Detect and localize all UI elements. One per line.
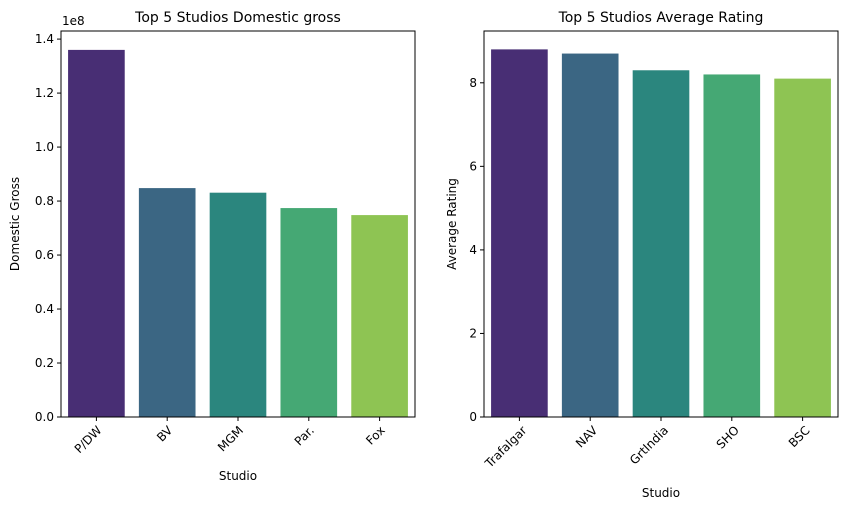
y-axis-offset-label: 1e8 (62, 14, 85, 28)
y-tick-label: 1.0 (35, 140, 54, 154)
chart-title-domestic-gross: Top 5 Studios Domestic gross (134, 10, 341, 26)
y-tick-label: 1.4 (35, 32, 54, 46)
y-ticks-domestic-gross: 0.0 0.2 0.4 0.6 0.8 1.0 1.2 1.4 (35, 32, 61, 424)
bar-mgm (209, 192, 267, 417)
x-ticks-domestic-gross: P/DW BV MGM Par. Fox (72, 417, 388, 456)
x-axis-label-domestic-gross: Studio (219, 469, 257, 483)
bar-par (280, 208, 338, 417)
y-tick-label: 4 (469, 243, 477, 257)
y-tick-label: 8 (469, 76, 477, 90)
bar-grtindia (632, 70, 690, 417)
y-tick-label: 1.2 (35, 86, 54, 100)
x-tick-label: NAV (573, 423, 601, 451)
y-tick-label: 0.4 (35, 302, 54, 316)
y-tick-label: 2 (469, 326, 477, 340)
y-tick-label: 0.0 (35, 410, 54, 424)
y-tick-label: 0.6 (35, 248, 54, 262)
x-tick-label: Trafalgar (482, 423, 530, 471)
y-ticks-average-rating: 0 2 4 6 8 (469, 76, 484, 424)
bars-domestic-gross (68, 49, 408, 417)
plot-frame-average-rating (483, 30, 839, 418)
bar-bsc (774, 78, 831, 417)
y-axis-label-average-rating: Average Rating (445, 178, 459, 270)
x-tick-label: P/DW (72, 423, 105, 456)
chart-title-average-rating: Top 5 Studios Average Rating (558, 10, 764, 26)
x-tick-label: BV (154, 423, 176, 445)
plot-frame-domestic-gross (60, 30, 416, 418)
x-tick-label: BSC (786, 423, 813, 450)
x-tick-label: Fox (363, 423, 387, 447)
y-tick-label: 0.8 (35, 194, 54, 208)
bar-bv (138, 188, 196, 417)
bar-trafalgar (491, 49, 548, 417)
bar-fox (351, 215, 408, 417)
chart-domestic-gross: 0.0 0.2 0.4 0.6 0.8 1.0 1.2 1.4 P/DW BV MGM Par. Fo… (8, 10, 416, 483)
y-tick-label: 6 (469, 159, 477, 173)
x-axis-label-average-rating: Studio (642, 486, 680, 500)
bar-sho (703, 74, 761, 417)
y-tick-label: 0.2 (35, 356, 54, 370)
x-ticks-average-rating: Trafalgar NAV GrtIndia SHO BSC (482, 417, 813, 471)
x-tick-label: MGM (215, 423, 246, 454)
y-tick-label: 0 (469, 410, 477, 424)
bars-average-rating (491, 49, 831, 417)
x-tick-label: Par. (292, 423, 317, 448)
bar-p-dw (68, 49, 125, 417)
x-tick-label: GrtIndia (627, 423, 671, 467)
x-tick-label: SHO (714, 423, 742, 451)
y-axis-label-domestic-gross: Domestic Gross (8, 177, 22, 271)
chart-average-rating: 0 2 4 6 8 Trafalgar NAV GrtIndia SHO BSC Top 5 S… (445, 10, 839, 500)
bar-nav (561, 53, 619, 417)
